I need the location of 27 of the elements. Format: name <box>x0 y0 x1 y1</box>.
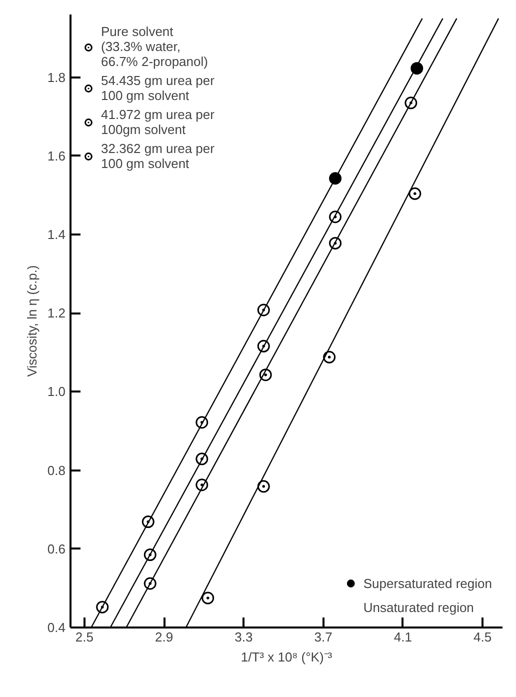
y-tick-label: 1.8 <box>47 70 66 85</box>
y-tick-label: 1.6 <box>47 148 66 164</box>
point <box>202 592 214 604</box>
point <box>329 172 342 185</box>
annotation: Unsaturated region <box>363 600 474 614</box>
y-tick-label: 0.8 <box>47 462 66 478</box>
legend-label: Supersaturated region <box>363 576 492 590</box>
y-tick-label: 1.0 <box>47 384 66 400</box>
legend-label: 41.972 gm urea per 100gm solvent <box>101 107 214 137</box>
x-tick-label: 4.5 <box>474 630 492 644</box>
legend-label: 32.362 gm urea per 100 gm solvent <box>101 141 214 171</box>
x-tick-label: 4.1 <box>394 630 412 644</box>
x-tick-label: 3.7 <box>314 630 332 644</box>
legend-label: 54.435 gm urea per 100 gm solvent <box>101 73 214 103</box>
y-tick-label: 0.6 <box>47 541 66 556</box>
point <box>408 187 422 200</box>
legend-label: Pure solvent (33.3% water, 66.7% 2-propanol) <box>101 24 208 69</box>
x-axis-title: 1/T³ x 10⁸ (°K)⁻³ <box>240 650 333 664</box>
y-axis-title: Viscosity, ln η (c.p.) <box>24 265 40 377</box>
y-tick-label: 0.4 <box>47 620 66 635</box>
point <box>323 350 336 364</box>
x-tick-label: 3.3 <box>234 630 253 644</box>
x-tick-label: 2.9 <box>155 630 174 644</box>
point <box>257 480 270 493</box>
y-tick-label: 1.2 <box>47 306 66 321</box>
x-tick-label: 2.5 <box>75 630 94 644</box>
y-tick-label: 1.4 <box>47 227 66 242</box>
